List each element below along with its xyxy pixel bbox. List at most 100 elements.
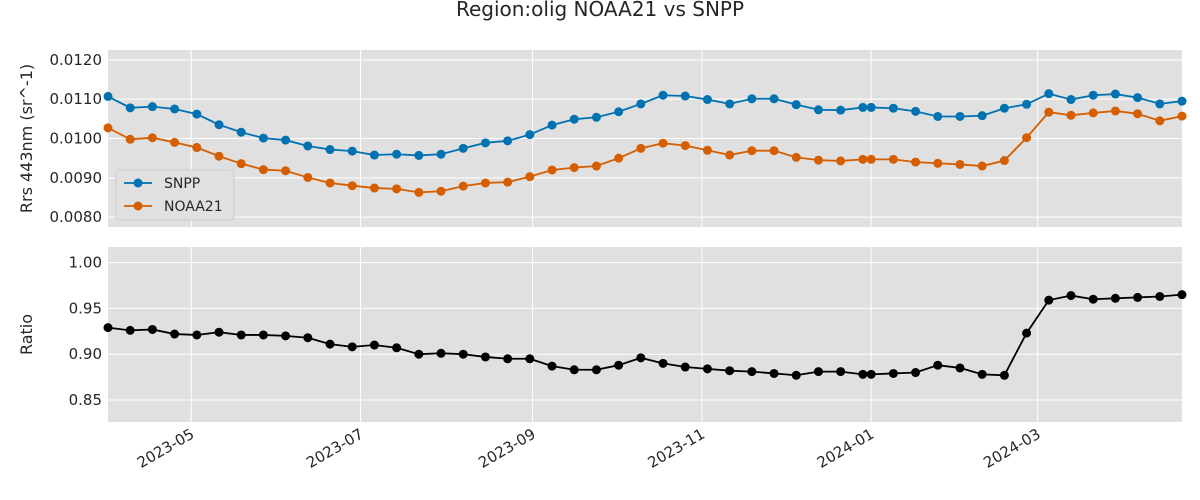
noaa21-data-point xyxy=(480,178,490,188)
noaa21-data-point xyxy=(1088,108,1098,118)
noaa21-data-point xyxy=(614,153,624,163)
noaa21-data-point xyxy=(1044,107,1054,117)
snpp-data-point xyxy=(702,95,712,105)
x-tick-label: 2023-07 xyxy=(303,425,366,472)
y-tick-label: 0.0080 xyxy=(50,208,103,226)
bottom-panel: 0.85 0.90 0.95 1.00 Ratio xyxy=(17,247,1187,422)
noaa21-data-point xyxy=(769,146,779,156)
snpp-data-point xyxy=(836,105,846,115)
ratio-data-point xyxy=(658,358,668,368)
ratio-data-point xyxy=(503,354,513,364)
noaa21-data-point xyxy=(636,143,646,153)
y-tick-label: 0.0110 xyxy=(50,90,103,108)
noaa21-data-point xyxy=(866,154,876,164)
top-panel: 0.0080 0.0090 0.0100 0.0110 0.0120 Rrs 443nm… xyxy=(17,50,1187,227)
snpp-data-point xyxy=(955,111,965,121)
ratio-data-point xyxy=(636,353,646,363)
noaa21-data-point xyxy=(369,183,379,193)
snpp-data-point xyxy=(1088,90,1098,100)
snpp-data-point xyxy=(977,111,987,121)
ratio-data-point xyxy=(569,365,579,375)
ratio-data-point xyxy=(436,348,446,358)
snpp-data-point xyxy=(999,103,1009,113)
snpp-data-point xyxy=(725,99,735,109)
snpp-data-point xyxy=(866,102,876,112)
noaa21-data-point xyxy=(547,165,557,175)
noaa21-data-point xyxy=(414,187,424,197)
snpp-data-point xyxy=(325,145,335,155)
ratio-data-point xyxy=(591,365,601,375)
ratio-data-point xyxy=(977,369,987,379)
x-tick-label: 2023-09 xyxy=(475,425,538,472)
snpp-data-point xyxy=(591,112,601,122)
y-tick-label: 0.0100 xyxy=(50,130,103,148)
snpp-data-point xyxy=(103,91,113,101)
noaa21-data-point xyxy=(680,141,690,151)
snpp-data-point xyxy=(347,146,357,156)
noaa21-data-point xyxy=(192,143,202,153)
snpp-data-point xyxy=(769,94,779,104)
snpp-data-point xyxy=(888,103,898,113)
top-y-ticks: 0.0080 0.0090 0.0100 0.0110 0.0120 xyxy=(50,51,103,226)
ratio-data-point xyxy=(866,369,876,379)
ratio-data-point xyxy=(1155,291,1165,301)
noaa21-data-point xyxy=(1022,133,1032,143)
noaa21-data-point xyxy=(103,123,113,133)
ratio-data-point xyxy=(813,367,823,377)
snpp-data-point xyxy=(1177,96,1187,106)
snpp-data-point xyxy=(1066,95,1076,105)
chart-title: Region:olig NOAA21 vs SNPP xyxy=(456,0,744,21)
snpp-data-point xyxy=(392,149,402,159)
snpp-data-point xyxy=(569,114,579,124)
noaa21-data-point xyxy=(591,161,601,171)
snpp-data-point xyxy=(547,120,557,130)
bottom-y-axis-label: Ratio xyxy=(17,314,36,355)
x-tick-label: 2024-03 xyxy=(980,425,1043,472)
legend-snpp-label: SNPP xyxy=(164,176,200,192)
snpp-data-point xyxy=(480,138,490,148)
snpp-data-point xyxy=(813,105,823,115)
snpp-data-point xyxy=(1155,99,1165,109)
snpp-data-point xyxy=(458,143,468,153)
noaa21-data-point xyxy=(1133,109,1143,119)
noaa21-data-point xyxy=(436,186,446,196)
legend-noaa21-label: NOAA21 xyxy=(164,199,223,215)
ratio-data-point xyxy=(347,342,357,352)
snpp-data-point xyxy=(1133,93,1143,103)
noaa21-data-point xyxy=(303,172,313,182)
snpp-data-point xyxy=(1110,89,1120,99)
snpp-data-point xyxy=(281,135,291,145)
snpp-data-point xyxy=(658,90,668,100)
noaa21-data-point xyxy=(977,161,987,171)
ratio-data-point xyxy=(955,363,965,373)
ratio-data-point xyxy=(1022,328,1032,338)
snpp-data-point xyxy=(747,94,757,104)
noaa21-data-point xyxy=(1066,110,1076,120)
snpp-data-point xyxy=(414,150,424,160)
noaa21-data-point xyxy=(836,156,846,166)
snpp-data-point xyxy=(436,149,446,159)
ratio-data-point xyxy=(1088,294,1098,304)
noaa21-data-point xyxy=(258,165,268,175)
ratio-data-point xyxy=(836,367,846,377)
noaa21-data-point xyxy=(725,150,735,160)
ratio-data-point xyxy=(369,340,379,350)
ratio-data-point xyxy=(281,331,291,341)
snpp-data-point xyxy=(911,106,921,116)
noaa21-data-point xyxy=(347,181,357,191)
noaa21-data-point xyxy=(911,157,921,167)
ratio-data-point xyxy=(680,362,690,372)
snpp-data-point xyxy=(858,102,868,112)
ratio-data-point xyxy=(303,333,313,343)
ratio-data-point xyxy=(769,368,779,378)
noaa21-data-point xyxy=(1177,111,1187,121)
ratio-data-point xyxy=(414,349,424,359)
noaa21-data-point xyxy=(325,178,335,188)
snpp-data-point xyxy=(192,109,202,119)
ratio-data-point xyxy=(192,330,202,340)
bottom-y-ticks: 0.85 0.90 0.95 1.00 xyxy=(69,254,102,409)
ratio-data-point xyxy=(103,323,113,333)
noaa21-data-point xyxy=(147,133,157,143)
noaa21-data-point xyxy=(933,158,943,168)
snpp-data-point xyxy=(214,120,224,130)
